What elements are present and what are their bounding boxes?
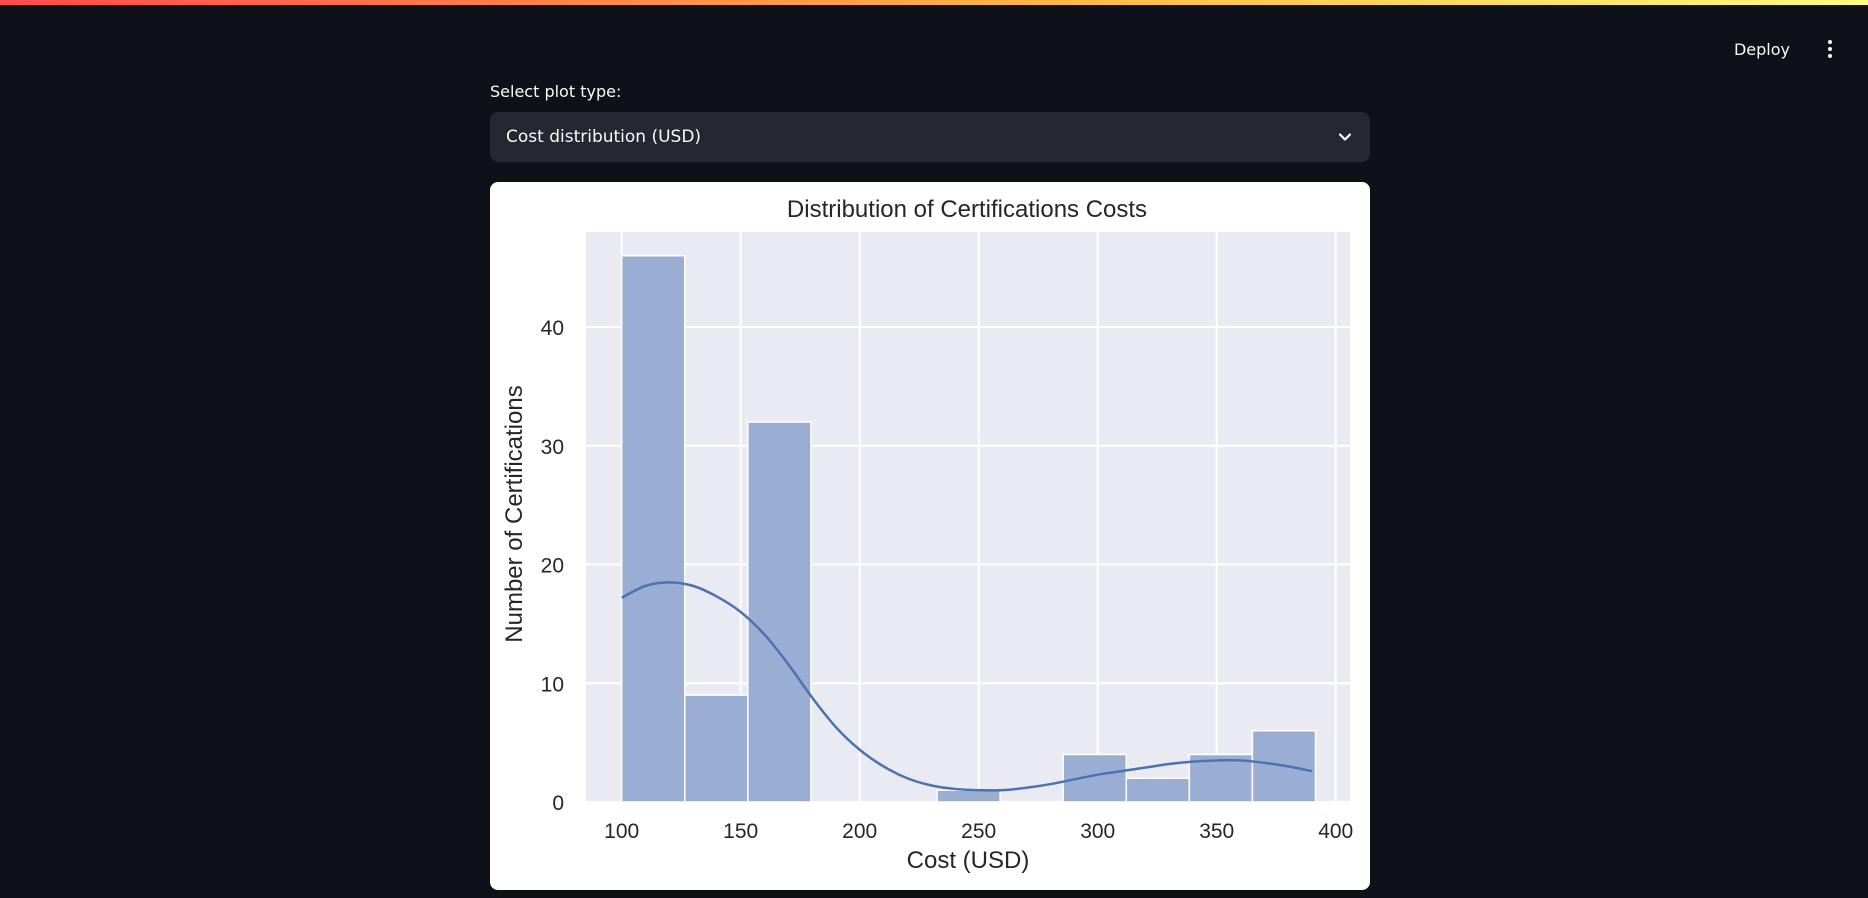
plot-type-selected-value: Cost distribution (USD)	[506, 127, 702, 147]
x-tick-label: 100	[604, 820, 639, 843]
histogram-bar	[1125, 777, 1191, 803]
histogram-bar	[1188, 753, 1254, 803]
menu-dot	[1828, 40, 1832, 44]
x-axis-label: Cost (USD)	[907, 847, 1030, 874]
histogram-bar	[684, 694, 749, 803]
chart-title: Distribution of Certifications Costs	[787, 196, 1147, 223]
x-tick-label: 250	[961, 820, 996, 843]
x-tick-label: 300	[1080, 820, 1115, 843]
app-toolbar: Deploy	[1728, 36, 1868, 62]
y-tick-label: 40	[541, 317, 564, 340]
y-tick-labels: 0 10 20 30 40	[541, 317, 564, 815]
chevron-down-icon	[1338, 133, 1352, 141]
y-tick-label: 0	[552, 792, 564, 815]
menu-dot	[1828, 47, 1832, 51]
kebab-menu-icon[interactable]	[1818, 36, 1842, 62]
histogram-bar	[620, 255, 686, 803]
x-tick-labels: 100 150 200 250 300 350 400	[604, 820, 1353, 843]
menu-dot	[1828, 54, 1832, 58]
main-content: Select plot type: Cost distribution (USD…	[490, 80, 1370, 890]
histogram-bar	[1062, 753, 1128, 803]
histogram-bar	[747, 421, 812, 803]
deploy-button[interactable]: Deploy	[1728, 36, 1796, 63]
x-tick-label: 150	[723, 820, 758, 843]
x-tick-label: 350	[1199, 820, 1234, 843]
y-tick-label: 10	[541, 673, 564, 696]
histogram-bar	[936, 789, 1001, 803]
top-accent-bar	[0, 0, 1868, 5]
chart-card: Distribution of Certifications Costs 100…	[490, 182, 1370, 890]
plot-type-select[interactable]: Cost distribution (USD)	[490, 112, 1370, 162]
x-tick-label: 400	[1318, 820, 1353, 843]
plot-type-label: Select plot type:	[490, 82, 622, 101]
y-tick-label: 20	[541, 555, 564, 578]
y-tick-label: 30	[541, 436, 564, 459]
bars-layer	[620, 255, 1317, 803]
cost-histogram-chart: Distribution of Certifications Costs 100…	[501, 196, 1353, 874]
kde-curve	[621, 581, 1313, 792]
y-axis-label: Number of Certifications	[501, 385, 528, 642]
x-tick-label: 200	[842, 820, 877, 843]
